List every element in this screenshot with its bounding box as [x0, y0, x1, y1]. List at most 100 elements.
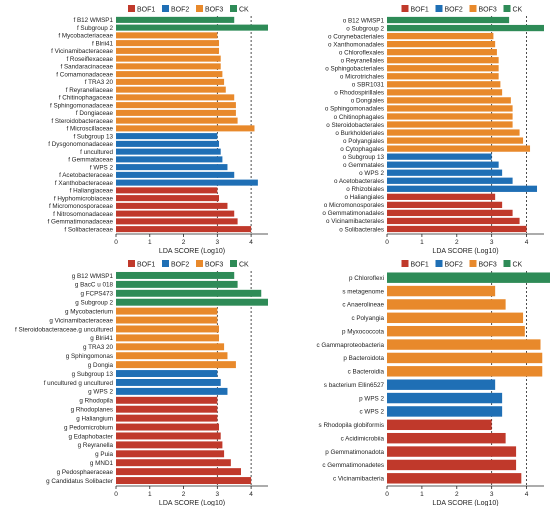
bar [116, 24, 268, 31]
bar [387, 185, 538, 192]
bar-label: g Subgroup 2 [75, 300, 113, 307]
bar [387, 40, 496, 48]
legend: BOF1 BOF2 BOF3 CK [401, 260, 523, 269]
bar [387, 312, 524, 324]
bar-label: g Mycobacterium [65, 308, 113, 315]
legend-swatch-bof1 [401, 260, 409, 267]
bar [116, 370, 218, 378]
bar [116, 414, 218, 422]
bar [387, 81, 501, 88]
bar-label: f Chitinophagaceae [59, 95, 114, 102]
bar [116, 387, 228, 395]
legend-label-bof2: BOF2 [445, 7, 463, 14]
bar [116, 32, 218, 39]
bar [116, 125, 255, 132]
bar-label: p Gemmatimonadota [325, 449, 384, 456]
bar-label: o Subgroup 13 [343, 154, 385, 161]
bar-label: f Comamonadaceae [56, 71, 113, 78]
x-tick-label: 2 [182, 491, 186, 498]
bar [116, 40, 220, 47]
bar-label: o SBR1031 [352, 82, 385, 89]
bar [387, 325, 525, 337]
bar-label: o Sphingomonadales [325, 106, 384, 113]
bar-label: c Bacteroidia [348, 369, 385, 376]
legend-label-ck: CK [513, 262, 523, 269]
x-tick-label: 2 [455, 491, 459, 498]
bar [116, 378, 221, 386]
bar [387, 89, 503, 96]
bar-label: c Vicinamibacteria [333, 476, 384, 483]
bar [387, 169, 503, 176]
bar-label: f Gemmataceae [68, 157, 113, 164]
bar-label: f TRA3 20 [85, 79, 114, 86]
bar [116, 423, 220, 431]
x-tick-label: 0 [385, 491, 389, 498]
bar-label: o B12 WMSP1 [343, 17, 385, 24]
bar-label: f uncultured [80, 149, 113, 156]
bar [387, 446, 517, 457]
bar-label: c Anaerolineae [342, 302, 384, 309]
bar [116, 459, 231, 467]
bar-label: f Steroidobacteraceae [51, 118, 113, 125]
bar [116, 78, 225, 85]
legend-swatch-ck [230, 5, 237, 12]
bar [116, 94, 235, 101]
bar-label: c Gammaproteobacteria [316, 342, 384, 349]
bar-label: g Pedosphaeraceae [57, 469, 114, 476]
bar-label: g TRA3 20 [83, 344, 113, 351]
bar-label: o Xanthomonadales [328, 41, 384, 48]
bar-label: g Pedomicrobium [64, 424, 113, 431]
bar-label: o Rhodospirillales [334, 90, 384, 97]
bar-label: f Solibacteraceae [64, 226, 113, 233]
bar-label: s bacterium Ellin6527 [324, 382, 385, 389]
chart-panel-3: BOF1 BOF2 BOF3 CK g B12 WMSP1 g BacC u 018 g F… [15, 260, 268, 506]
bar-label: o Dongiales [351, 98, 384, 105]
bar [116, 334, 220, 342]
x-tick-label: 1 [148, 239, 152, 246]
bar [116, 117, 238, 124]
bar [387, 129, 520, 136]
legend: BOF1 BOF2 BOF3 CK [128, 260, 249, 269]
bar-label: g B12 WMSP1 [72, 273, 114, 280]
legend-label-bof2: BOF2 [171, 7, 189, 14]
bar [116, 16, 235, 23]
legend-swatch-bof1 [128, 5, 135, 12]
bar [116, 298, 268, 306]
bar [116, 210, 235, 217]
x-tick-label: 3 [216, 491, 220, 498]
bar [116, 450, 225, 458]
bar-label: f Micromonosporaceae [49, 203, 114, 210]
bar-label: g BacC u 018 [75, 282, 114, 289]
bar [387, 65, 499, 72]
bar [387, 201, 503, 209]
bar [116, 71, 223, 78]
x-tick-label: 1 [420, 239, 424, 246]
bar-label: f Steroidobacteraceae.g uncultured [15, 326, 114, 333]
bar-label: g Edaphobacter [69, 433, 113, 440]
bar-label: f Subgroup 2 [77, 25, 114, 32]
bar-label: o Vicinamibacterales [326, 218, 384, 225]
bar-label: o Polyangiales [343, 138, 384, 145]
bar-label: g Dongia [88, 362, 114, 369]
bar-label: g Puia [95, 451, 113, 458]
legend-label-bof2: BOF2 [171, 262, 189, 269]
bar-label: g WPS 2 [88, 389, 113, 396]
legend-label-bof3: BOF3 [479, 7, 497, 14]
legend-swatch-bof3 [196, 260, 203, 267]
bar [387, 193, 496, 200]
x-tick-label: 0 [385, 239, 389, 246]
legend-swatch-ck [503, 5, 511, 12]
legend-swatch-ck [230, 260, 237, 267]
bar-label: o Sphingobacteriales [325, 66, 384, 73]
bar-label: g Blrii41 [90, 335, 113, 342]
bar-label: o Burkholderiales [335, 130, 384, 137]
bar [387, 339, 541, 350]
bar-label: o Chitinophagales [334, 114, 384, 121]
x-tick-label: 1 [420, 491, 424, 498]
bar [116, 468, 241, 476]
x-tick-label: 1 [148, 491, 152, 498]
x-tick-label: 4 [525, 239, 529, 246]
bar-label: g Reyranella [78, 442, 114, 449]
bar-label: f Mycobacteriaceae [58, 33, 113, 40]
bar-label: o Solibacterales [339, 226, 384, 233]
